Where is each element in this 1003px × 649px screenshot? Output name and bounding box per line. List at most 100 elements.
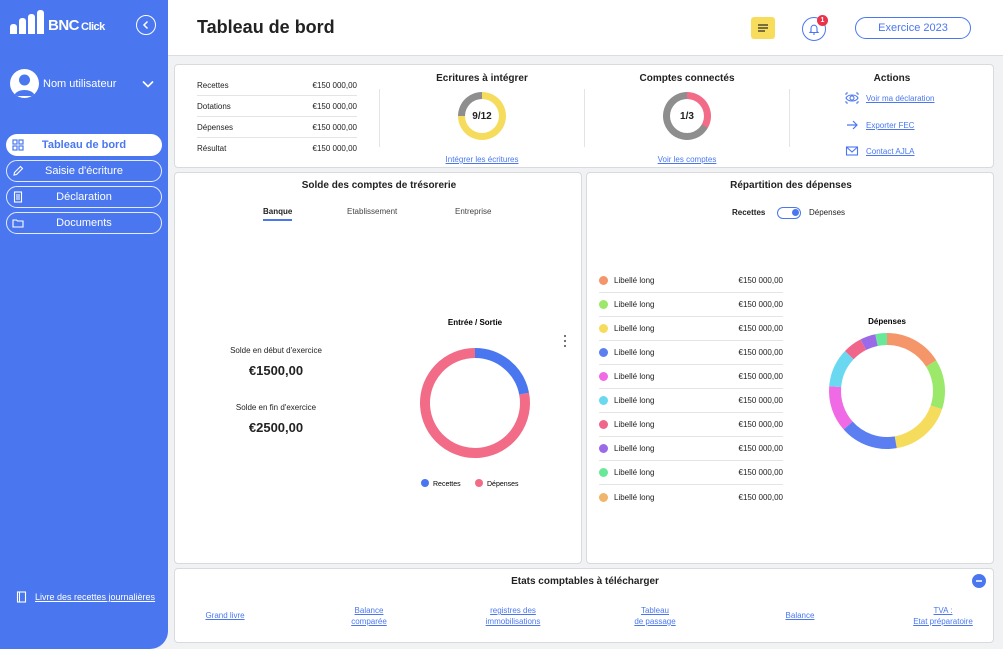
expense-value: €150 000,00	[738, 348, 784, 357]
avatar	[10, 69, 39, 98]
chart-title: Entrée / Sortie	[448, 318, 503, 327]
app-logo[interactable]: BNC Click	[10, 10, 105, 34]
comptes-progress-value: 1/3	[680, 110, 694, 122]
action-label: Contact AJLA	[866, 146, 915, 156]
pie-slice	[829, 386, 853, 430]
depenses-chart: Dépenses	[829, 317, 945, 449]
page-title: Tableau de bord	[197, 17, 335, 37]
pie-slice	[474, 348, 530, 395]
etats-title: Etats comptables à télécharger	[511, 576, 659, 587]
voir-declaration-action[interactable]: Voir ma déclaration	[845, 92, 934, 104]
exercise-selector[interactable]: Exercice 2023	[855, 17, 971, 39]
legend-dot	[599, 348, 608, 357]
expense-label: Libellé long	[614, 300, 655, 309]
recettes-depenses-toggle[interactable]	[777, 207, 801, 219]
comptes-progress-ring: 1/3	[663, 92, 711, 140]
voir-comptes-link[interactable]: Voir les comptes	[657, 155, 717, 164]
document-icon	[11, 190, 25, 204]
collapse-sidebar-button[interactable]	[136, 15, 156, 35]
divider	[584, 89, 585, 147]
registres-immobilisations-link[interactable]: registres des immobilisations	[485, 606, 541, 626]
expense-value: €150 000,00	[738, 372, 784, 381]
legend-dot	[599, 276, 608, 285]
summary-value: €150 000,00	[312, 80, 358, 90]
more-options-icon[interactable]	[562, 334, 568, 348]
expense-row: Libellé long €150 000,00	[599, 389, 783, 413]
sidebar-item-saisie[interactable]: Saisie d'écriture	[6, 160, 162, 182]
expense-value: €150 000,00	[738, 324, 784, 333]
tresorerie-card: Solde des comptes de trésorerie Banque E…	[174, 172, 582, 564]
expense-value: €150 000,00	[738, 276, 784, 285]
pie-slice	[894, 405, 943, 449]
balance-link[interactable]: Balance	[785, 611, 815, 620]
etats-card: Etats comptables à télécharger Grand liv…	[174, 568, 994, 643]
summary-label: Recettes	[197, 80, 229, 90]
notes-button[interactable]	[751, 17, 775, 39]
summary-row: Dotations €150 000,00	[197, 96, 357, 117]
sidebar-item-label: Saisie d'écriture	[45, 165, 123, 177]
expense-row: Libellé long €150 000,00	[599, 365, 783, 389]
expense-label: Libellé long	[614, 372, 655, 381]
expense-value: €150 000,00	[738, 420, 784, 429]
summary-label: Résultat	[197, 144, 227, 153]
legend-dot	[599, 444, 608, 453]
logo-bars-icon	[10, 10, 44, 34]
entree-sortie-chart: Entrée / Sortie Recettes Dépenses	[420, 318, 530, 488]
sidebar-item-label: Documents	[56, 217, 112, 229]
legend-dot	[599, 396, 608, 405]
comptes-title: Comptes connectés	[639, 73, 735, 84]
legend-dot	[475, 479, 483, 487]
sidebar-item-declaration[interactable]: Déclaration	[6, 186, 162, 208]
menu-lines-icon	[758, 24, 768, 32]
summary-card: Recettes €150 000,00 Dotations €150 000,00…	[174, 64, 994, 168]
expense-label: Libellé long	[614, 468, 655, 477]
exporter-fec-action[interactable]: Exporter FEC	[845, 119, 914, 131]
tab-etablissement[interactable]: Etablissement	[347, 207, 398, 216]
sidebar-item-documents[interactable]: Documents	[6, 212, 162, 234]
contact-ajla-action[interactable]: Contact AJLA	[845, 145, 914, 157]
collapse-etats-button[interactable]	[972, 574, 986, 588]
tresorerie-title: Solde des comptes de trésorerie	[301, 180, 457, 191]
action-label: Exporter FEC	[866, 120, 915, 130]
expense-value: €150 000,00	[738, 300, 784, 309]
dashboard-icon	[11, 138, 25, 152]
expense-value: €150 000,00	[738, 492, 784, 502]
sidebar-item-tableau-de-bord[interactable]: Tableau de bord	[6, 134, 162, 156]
pie-slice	[925, 360, 945, 410]
legend-dot	[599, 372, 608, 381]
livre-recettes-link[interactable]: Livre des recettes journalières	[16, 591, 155, 603]
expense-value: €150 000,00	[738, 396, 784, 405]
tab-banque[interactable]: Banque	[263, 207, 293, 221]
ecritures-progress-value: 9/12	[472, 110, 492, 122]
user-menu[interactable]: Nom utilisateur	[10, 69, 155, 98]
sidebar-item-label: Tableau de bord	[41, 139, 127, 151]
tab-entreprise[interactable]: Entreprise	[455, 207, 492, 216]
folder-icon	[11, 216, 25, 230]
notifications-button[interactable]: 1	[802, 15, 828, 41]
tableau-passage-link[interactable]: Tableau de passage	[634, 606, 676, 626]
chevron-down-icon[interactable]	[141, 79, 155, 89]
user-icon	[14, 74, 35, 96]
balance-comparee-link[interactable]: Balance comparée	[351, 606, 387, 626]
summary-label: Dotations	[197, 101, 231, 111]
pie-slice	[829, 351, 854, 388]
action-label: Voir ma déclaration	[866, 93, 935, 103]
legend-dot	[599, 420, 608, 429]
repartition-card: Répartition des dépenses Recettes Dépens…	[586, 172, 994, 564]
expense-row: Libellé long €150 000,00	[599, 461, 783, 485]
expense-row: Libellé long €150 000,00	[599, 293, 783, 317]
pencil-icon	[11, 164, 25, 178]
start-balance-value: €1500,00	[248, 363, 304, 378]
sidebar-item-label: Déclaration	[56, 191, 112, 203]
ecritures-title: Ecritures à intégrer	[436, 73, 528, 84]
tva-etat-preparatoire-link[interactable]: TVA : Etat préparatoire	[913, 606, 973, 626]
summary-row: Dépenses €150 000,00	[197, 117, 357, 138]
expense-label: Libellé long	[614, 420, 655, 429]
grand-livre-link[interactable]: Grand livre	[205, 611, 245, 620]
sidebar-nav: Tableau de bord Saisie d'écriture Déclar…	[6, 134, 162, 238]
book-icon	[16, 591, 27, 603]
legend-dot	[599, 468, 608, 477]
end-balance-label: Solde en fin d'exercice	[235, 403, 317, 412]
integrer-ecritures-link[interactable]: Intégrer les écritures	[445, 155, 519, 164]
summary-value: €150 000,00	[312, 122, 358, 132]
